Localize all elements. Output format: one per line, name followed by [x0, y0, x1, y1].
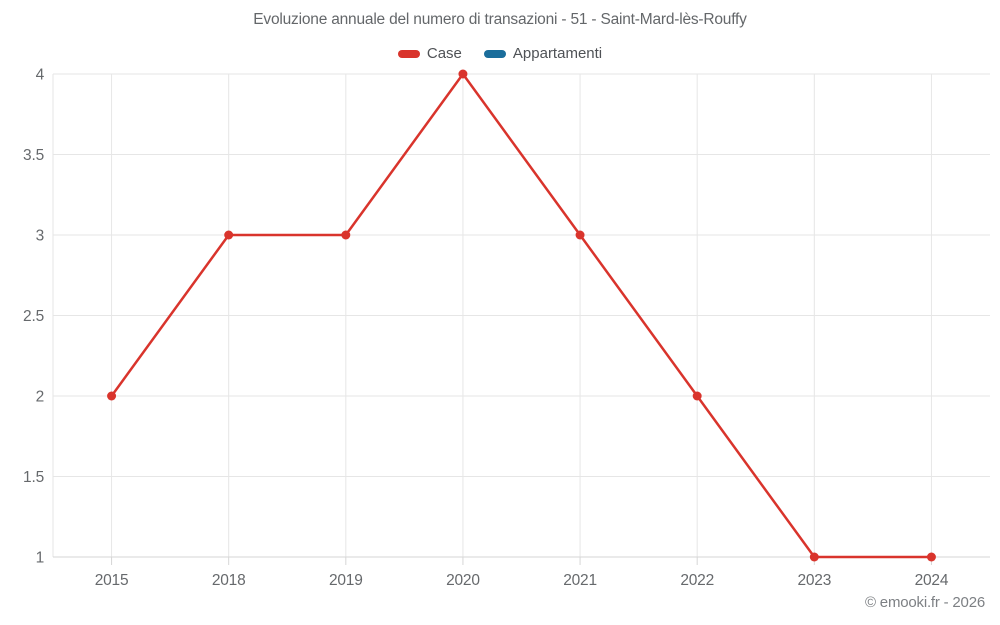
y-axis-label: 3 — [36, 228, 44, 245]
legend-item-case[interactable]: Case — [397, 45, 462, 62]
x-axis-label: 2020 — [446, 572, 480, 589]
data-point-case-2023[interactable] — [809, 552, 819, 562]
y-axis-label: 3.5 — [23, 147, 44, 164]
x-axis-label: 2024 — [915, 572, 949, 589]
x-axis-label: 2021 — [563, 572, 597, 589]
data-point-case-2018[interactable] — [224, 230, 234, 240]
series-line-case — [110, 72, 933, 559]
y-axis-label: 1 — [36, 550, 44, 567]
data-point-case-2022[interactable] — [692, 391, 702, 401]
case-legend-label: Case — [426, 45, 462, 62]
x-axis-label: 2018 — [212, 572, 246, 589]
data-point-case-2020[interactable] — [458, 69, 468, 79]
chart-legend: Case Appartamenti — [0, 45, 1000, 62]
y-axis-label: 2 — [36, 389, 44, 406]
appartamenti-legend-swatch-icon — [483, 49, 506, 58]
data-point-case-2019[interactable] — [341, 230, 351, 240]
data-point-case-2015[interactable] — [107, 391, 117, 401]
data-point-case-2021[interactable] — [575, 230, 585, 240]
x-axis-label: 2015 — [95, 572, 129, 589]
x-axis-label: 2022 — [680, 572, 714, 589]
y-axis-label: 2.5 — [23, 308, 44, 325]
appartamenti-legend-label: Appartamenti — [512, 45, 603, 62]
y-axis-label: 4 — [36, 67, 45, 84]
x-axis-label: 2019 — [329, 572, 363, 589]
data-point-case-2024[interactable] — [926, 552, 936, 562]
x-axis-label: 2023 — [797, 572, 831, 589]
case-legend-swatch-icon — [397, 49, 420, 58]
copyright-text: © emooki.fr - 2026 — [864, 594, 985, 611]
legend-item-appartamenti[interactable]: Appartamenti — [483, 45, 603, 62]
y-axis-label: 1.5 — [23, 469, 44, 486]
chart-title: Evoluzione annuale del numero di transaz… — [253, 11, 747, 28]
